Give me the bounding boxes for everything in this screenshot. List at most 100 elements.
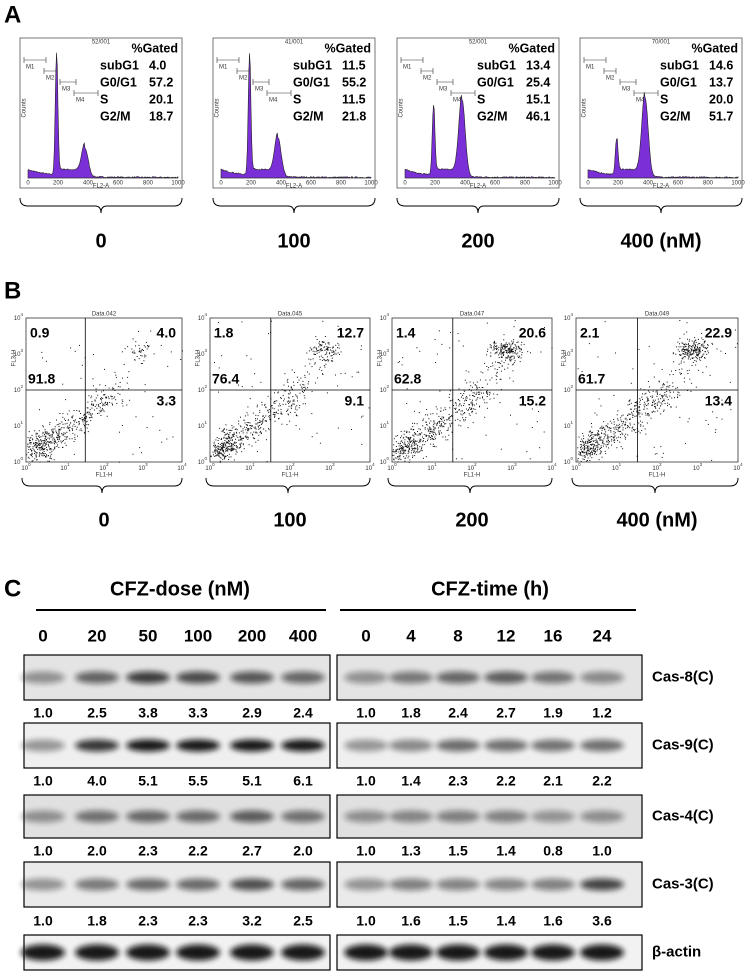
dot	[414, 441, 415, 443]
dot	[620, 446, 622, 448]
dot	[70, 422, 72, 424]
dot	[302, 384, 304, 386]
dot	[693, 351, 695, 353]
dot	[591, 457, 593, 459]
gate-marker	[59, 79, 77, 85]
dot	[321, 341, 323, 342]
dot	[657, 398, 659, 400]
dot	[76, 426, 78, 428]
quantification: 4.0	[87, 773, 107, 789]
dot	[657, 410, 659, 412]
dot	[255, 423, 257, 425]
dot	[54, 438, 56, 440]
dot	[222, 459, 224, 461]
dot	[403, 446, 405, 448]
dot	[86, 424, 88, 426]
dot	[404, 450, 406, 452]
dot	[311, 413, 313, 415]
dot	[84, 425, 85, 427]
dot	[247, 406, 249, 408]
x-tick-label: 100	[21, 462, 31, 471]
dot	[701, 337, 703, 339]
dot	[38, 435, 40, 437]
dot	[493, 347, 495, 349]
dot	[436, 423, 438, 425]
dot	[465, 397, 467, 399]
dot	[226, 432, 228, 434]
dot	[471, 386, 473, 388]
dot	[511, 343, 513, 345]
dot	[579, 452, 581, 454]
dot	[47, 437, 49, 439]
dot	[259, 419, 261, 421]
dot	[697, 355, 699, 357]
dot	[656, 395, 658, 397]
dot	[725, 353, 726, 354]
dot	[678, 350, 680, 352]
dot	[170, 351, 172, 353]
dot	[228, 456, 230, 458]
dot	[247, 429, 249, 431]
dot	[632, 426, 634, 428]
dot	[38, 444, 40, 446]
dot	[627, 426, 629, 427]
dot	[613, 440, 615, 442]
dot	[245, 415, 246, 417]
dot	[103, 410, 105, 412]
dot	[217, 445, 219, 447]
dot	[34, 444, 36, 445]
quantification: 2.2	[592, 773, 612, 789]
dot	[404, 457, 406, 459]
dot	[683, 343, 685, 345]
dot	[433, 434, 434, 436]
dot	[404, 452, 406, 454]
dot	[42, 357, 43, 359]
band	[75, 810, 119, 823]
dot	[34, 444, 36, 446]
dot	[669, 392, 671, 394]
dot	[318, 341, 320, 343]
tick-base: 10	[612, 466, 619, 472]
band	[344, 671, 388, 684]
dot	[471, 411, 473, 413]
dot	[645, 405, 647, 406]
dot	[464, 390, 466, 392]
dot	[426, 435, 428, 436]
dot	[320, 350, 322, 352]
dot	[613, 433, 615, 435]
dot	[590, 448, 592, 450]
dot	[304, 376, 306, 378]
dot	[39, 449, 41, 451]
dot	[328, 359, 330, 361]
dot	[30, 455, 32, 456]
dot	[639, 412, 641, 414]
dot	[582, 445, 584, 447]
dot	[57, 439, 59, 441]
dot	[145, 341, 147, 343]
bracket	[579, 197, 743, 214]
dot	[216, 437, 218, 438]
dot	[99, 407, 101, 409]
dot	[596, 446, 598, 448]
dot	[275, 412, 277, 414]
dot	[242, 443, 244, 445]
histogram	[220, 53, 372, 179]
dot	[119, 393, 121, 395]
dot	[100, 409, 102, 411]
dot	[44, 433, 45, 435]
dot	[251, 425, 253, 427]
band	[436, 878, 480, 891]
dot	[78, 422, 80, 424]
dot	[136, 356, 138, 357]
dot	[511, 350, 513, 352]
dot	[679, 337, 681, 339]
dot	[442, 436, 444, 438]
dot	[496, 376, 498, 377]
dot	[630, 382, 632, 384]
dot	[72, 429, 73, 431]
dot	[223, 449, 225, 451]
dot	[650, 417, 652, 419]
dot	[217, 454, 219, 456]
dot	[510, 360, 512, 362]
dot	[327, 342, 329, 344]
